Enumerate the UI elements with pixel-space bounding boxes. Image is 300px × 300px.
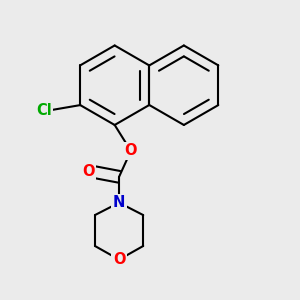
Text: O: O [113,252,125,267]
Text: Cl: Cl [36,103,52,118]
Text: O: O [124,143,137,158]
Text: N: N [113,195,125,210]
Text: O: O [82,164,95,179]
